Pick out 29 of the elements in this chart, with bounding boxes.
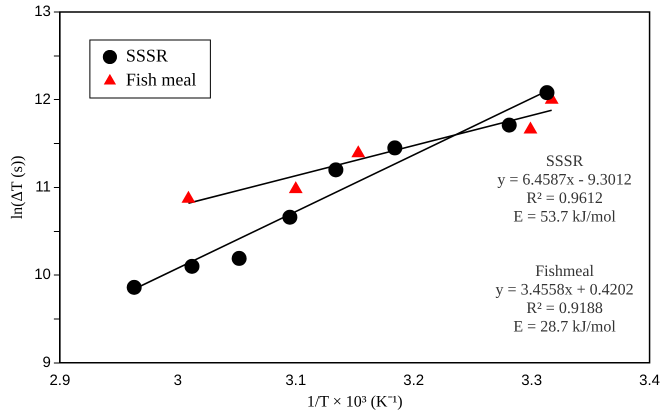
legend-label: SSSR xyxy=(126,46,168,66)
y-tick-label: 13 xyxy=(34,3,51,20)
y-tick-label: 12 xyxy=(34,90,51,108)
point xyxy=(288,181,303,194)
y-tick-label: 9 xyxy=(42,354,51,371)
point xyxy=(232,250,247,266)
point xyxy=(387,140,402,156)
x-axis-title: 1/T × 10³ (K⁻¹) xyxy=(306,394,403,411)
x-tick-label: 3.2 xyxy=(403,372,424,389)
point xyxy=(539,85,554,100)
x-tick-label: 3.3 xyxy=(521,372,542,389)
x-tick-label: 3.1 xyxy=(285,372,306,389)
x-tick-label: 2.9 xyxy=(49,372,70,389)
point xyxy=(328,162,344,178)
x-tick-label: 3 xyxy=(174,372,182,389)
point xyxy=(126,280,142,295)
y-axis-title: ln(ΔT (s)) xyxy=(8,156,26,220)
annotation: Fishmeal y = 3.4558x + 0.4202 R² = 0.9188 E = 28.7 kJ/mol xyxy=(496,263,634,336)
point xyxy=(184,258,200,274)
point xyxy=(282,210,298,225)
point xyxy=(351,145,366,158)
y-tick-label: 11 xyxy=(35,178,51,196)
y-tick-label: 10 xyxy=(34,266,51,284)
point xyxy=(524,122,538,134)
point xyxy=(502,118,517,133)
x-tick-label: 3.4 xyxy=(639,372,660,389)
annotation: SSSR y = 6.4587x - 9.3012 R² = 0.9612 E = 53.7 kJ/mol xyxy=(497,153,632,226)
point xyxy=(182,190,196,203)
legend-label: Fish meal xyxy=(126,70,196,90)
